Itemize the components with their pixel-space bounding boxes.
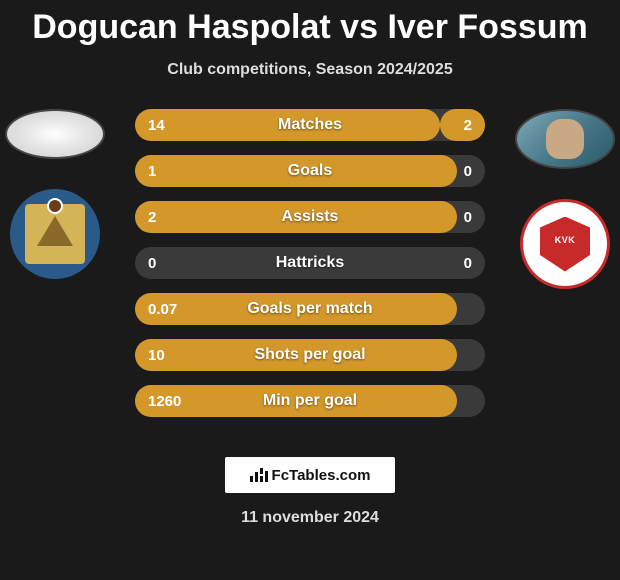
stat-value-left: 0.07 [148, 293, 177, 325]
shield-icon [25, 204, 85, 264]
stat-value-right: 2 [464, 109, 472, 141]
stat-label: Min per goal [130, 385, 490, 417]
stats-bars: Matches142Goals10Assists20Hattricks00Goa… [130, 109, 490, 417]
stat-value-left: 2 [148, 201, 156, 233]
stat-label: Assists [130, 201, 490, 233]
stat-row: Shots per goal10 [130, 339, 490, 371]
stat-row: Matches14 2 [130, 109, 490, 141]
stat-value-left: 14 [148, 109, 165, 141]
stat-value-left: 10 [148, 339, 165, 371]
stat-label: Hattricks [130, 247, 490, 279]
subtitle: Club competitions, Season 2024/2025 [0, 61, 620, 79]
player-right-avatar [515, 109, 615, 169]
page-title: Dogucan Haspolat vs Iver Fossum [0, 0, 620, 47]
stat-label: Goals per match [130, 293, 490, 325]
stat-value-left: 1 [148, 155, 156, 187]
player-right-club-badge [520, 199, 610, 289]
footer-date: 11 november 2024 [0, 509, 620, 527]
player-left-avatar [5, 109, 105, 159]
stat-row: Goals per match0.07 [130, 293, 490, 325]
comparison-panel: Matches142Goals10Assists20Hattricks00Goa… [0, 109, 620, 439]
stat-label: Goals [130, 155, 490, 187]
stat-row: Assists2 0 [130, 201, 490, 233]
stat-label: Matches [130, 109, 490, 141]
stat-label: Shots per goal [130, 339, 490, 371]
stat-value-left: 0 [148, 247, 156, 279]
brand-name: FcTables.com [272, 467, 371, 484]
stat-value-right: 0 [464, 247, 472, 279]
stat-value-right: 0 [464, 201, 472, 233]
brand-logo: FcTables.com [225, 457, 395, 493]
bar-chart-icon [250, 468, 268, 482]
left-player-column [0, 109, 110, 279]
player-left-club-badge [10, 189, 100, 279]
stat-row: Goals1 0 [130, 155, 490, 187]
shield-icon [540, 217, 590, 272]
right-player-column [510, 109, 620, 289]
stat-value-right: 0 [464, 155, 472, 187]
stat-row: Min per goal1260 [130, 385, 490, 417]
stat-row: Hattricks0 0 [130, 247, 490, 279]
stat-value-left: 1260 [148, 385, 181, 417]
